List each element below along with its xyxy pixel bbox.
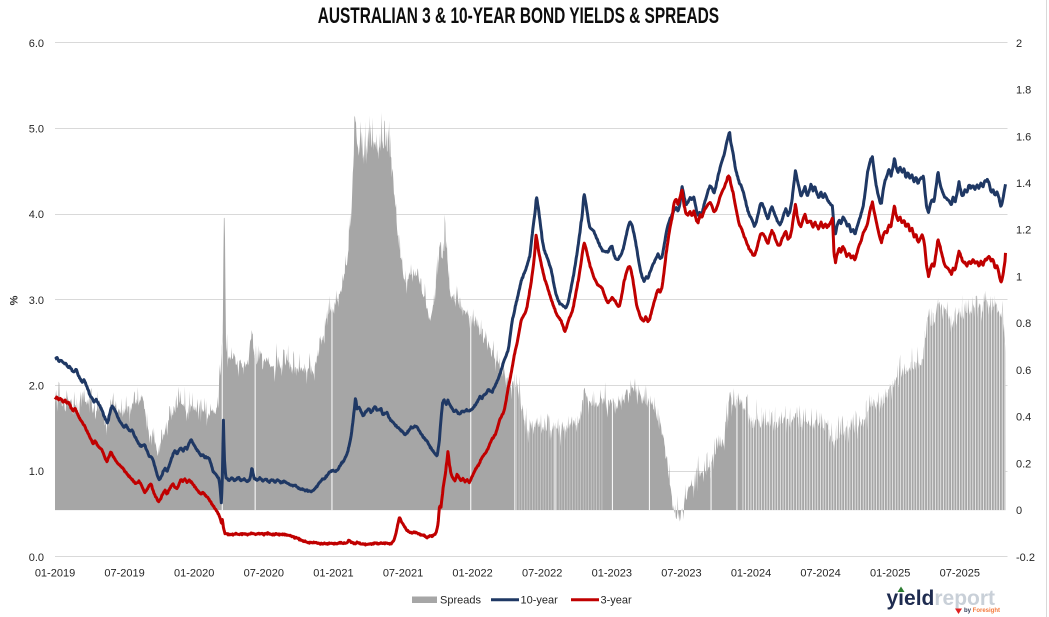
svg-text:0.0: 0.0 <box>29 552 44 564</box>
svg-text:07-2025: 07-2025 <box>940 568 980 580</box>
svg-text:1.4: 1.4 <box>1016 178 1031 190</box>
svg-text:5.0: 5.0 <box>29 124 44 136</box>
svg-text:by Foresight: by Foresight <box>964 608 1000 614</box>
svg-text:AUSTRALIAN 3 & 10-YEAR BOND YI: AUSTRALIAN 3 & 10-YEAR BOND YIELDS & SPR… <box>318 4 719 28</box>
svg-text:07-2019: 07-2019 <box>104 568 144 580</box>
svg-text:07-2020: 07-2020 <box>244 568 284 580</box>
svg-text:1.6: 1.6 <box>1016 131 1031 143</box>
svg-text:1.0: 1.0 <box>29 466 44 478</box>
svg-text:4.0: 4.0 <box>29 209 44 221</box>
svg-text:yieldreport: yieldreport <box>887 587 996 610</box>
svg-text:01-2022: 01-2022 <box>452 568 492 580</box>
svg-text:0.8: 0.8 <box>1016 318 1031 330</box>
svg-text:01-2020: 01-2020 <box>174 568 214 580</box>
svg-text:3.0: 3.0 <box>29 295 44 307</box>
svg-text:07-2024: 07-2024 <box>800 568 840 580</box>
svg-text:3-year: 3-year <box>601 595 633 607</box>
svg-text:0.4: 0.4 <box>1016 412 1031 424</box>
svg-text:2: 2 <box>1016 38 1022 50</box>
svg-text:10-year: 10-year <box>521 595 559 607</box>
svg-text:-0.2: -0.2 <box>1016 552 1035 564</box>
svg-text:2.0: 2.0 <box>29 381 44 393</box>
svg-text:%: % <box>9 295 21 305</box>
svg-text:0.6: 0.6 <box>1016 365 1031 377</box>
svg-text:0: 0 <box>1016 505 1022 517</box>
svg-text:1.8: 1.8 <box>1016 85 1031 97</box>
svg-text:01-2025: 01-2025 <box>870 568 910 580</box>
svg-text:07-2022: 07-2022 <box>522 568 562 580</box>
svg-text:07-2023: 07-2023 <box>661 568 701 580</box>
svg-text:01-2021: 01-2021 <box>313 568 353 580</box>
svg-text:1.2: 1.2 <box>1016 225 1031 237</box>
svg-text:07-2021: 07-2021 <box>383 568 423 580</box>
svg-text:0.2: 0.2 <box>1016 458 1031 470</box>
svg-text:01-2019: 01-2019 <box>35 568 75 580</box>
svg-text:Spreads: Spreads <box>440 595 481 607</box>
svg-text:01-2024: 01-2024 <box>731 568 771 580</box>
svg-text:6.0: 6.0 <box>29 38 44 50</box>
svg-text:01-2023: 01-2023 <box>592 568 632 580</box>
svg-text:1: 1 <box>1016 271 1022 283</box>
